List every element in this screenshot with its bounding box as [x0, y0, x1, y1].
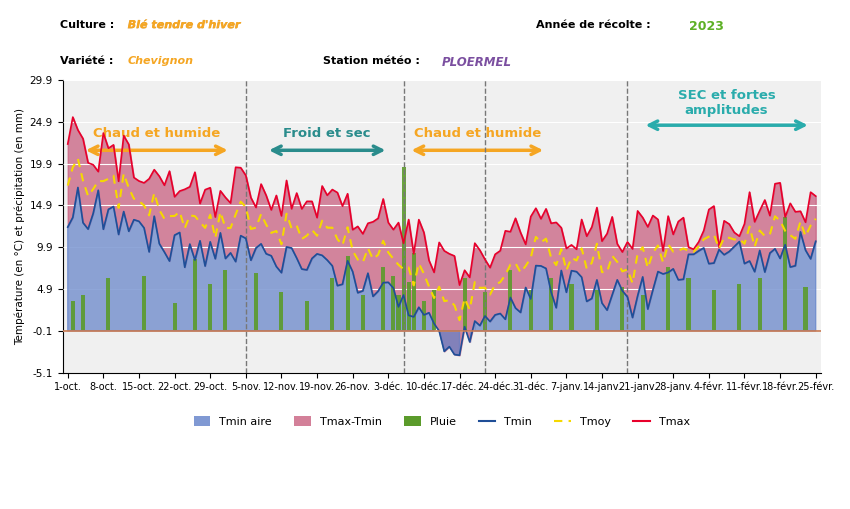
Bar	[570, 284, 574, 330]
Bar	[529, 290, 533, 330]
Bar	[346, 257, 349, 330]
Bar	[803, 287, 808, 330]
Text: Année de récolte :: Année de récolte :	[536, 20, 650, 31]
Bar	[391, 276, 395, 330]
Text: Blé tendre d'hiver: Blé tendre d'hiver	[128, 20, 241, 31]
Bar	[173, 303, 177, 330]
Text: Chaud et humide: Chaud et humide	[94, 127, 220, 140]
Bar	[549, 278, 553, 330]
Bar	[462, 278, 467, 330]
Bar	[71, 301, 75, 330]
Bar	[208, 284, 212, 330]
Bar	[508, 270, 513, 330]
Bar	[666, 267, 670, 330]
Text: Blé tendre d'hiver: Blé tendre d'hiver	[128, 20, 241, 31]
Bar	[81, 295, 85, 330]
Legend: Tmin aire, Tmax-Tmin, Pluie, Tmin, Tmoy, Tmax: Tmin aire, Tmax-Tmin, Pluie, Tmin, Tmoy,…	[190, 412, 694, 432]
Bar	[620, 287, 625, 330]
Bar	[422, 301, 426, 330]
Bar	[757, 278, 762, 330]
Bar	[305, 301, 309, 330]
Bar	[360, 295, 365, 330]
Bar	[737, 284, 741, 330]
Bar	[381, 267, 385, 330]
Text: Froid et sec: Froid et sec	[284, 127, 371, 140]
Bar	[142, 276, 146, 330]
Bar	[396, 295, 400, 330]
Bar	[331, 278, 334, 330]
Bar	[712, 290, 716, 330]
Bar	[595, 290, 599, 330]
Bar	[641, 295, 645, 330]
Bar	[783, 217, 787, 330]
Text: PLOERMEL: PLOERMEL	[442, 56, 512, 69]
Text: Culture :: Culture :	[60, 20, 114, 31]
Y-axis label: Température (en °C) et précipitation (en mm): Température (en °C) et précipitation (en…	[15, 108, 26, 345]
Bar	[224, 270, 228, 330]
Bar	[193, 259, 197, 330]
Text: Station météo :: Station météo :	[323, 56, 420, 66]
Text: Chevignon: Chevignon	[128, 56, 194, 66]
Bar	[687, 278, 690, 330]
Text: 2023: 2023	[688, 20, 723, 34]
Text: SEC et fortes
amplitudes: SEC et fortes amplitudes	[677, 89, 775, 117]
Text: Chaud et humide: Chaud et humide	[414, 127, 541, 140]
Bar	[280, 292, 283, 330]
Bar	[401, 167, 405, 330]
Bar	[411, 253, 416, 330]
Bar	[106, 278, 110, 330]
Bar	[406, 281, 411, 330]
Bar	[254, 273, 258, 330]
Bar	[432, 290, 436, 330]
Bar	[483, 292, 487, 330]
Text: Variété :: Variété :	[60, 56, 113, 66]
